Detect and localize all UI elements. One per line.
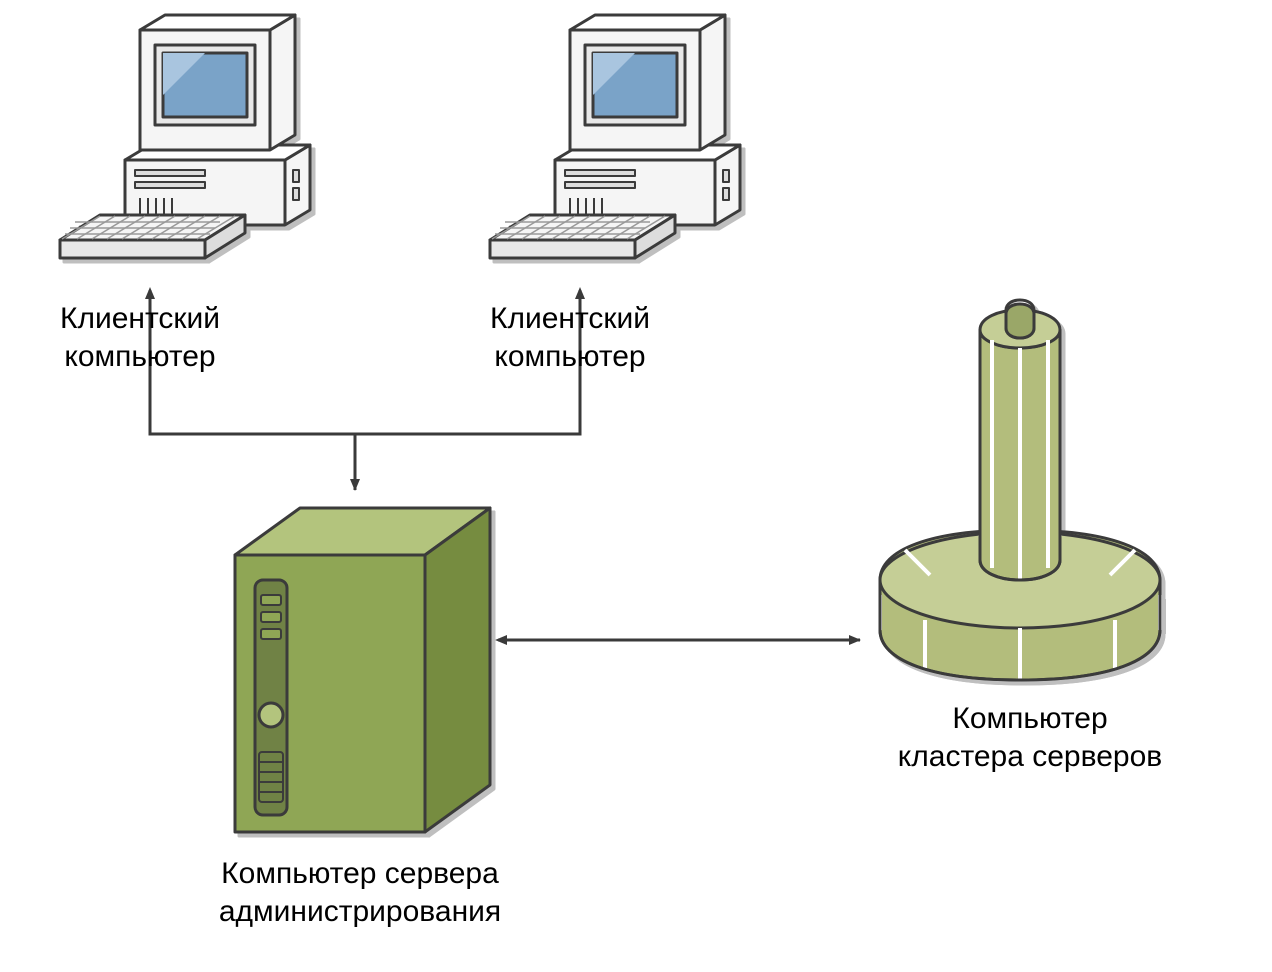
client-1-label-line2: компьютер [64, 340, 215, 373]
client-2-label-line2: компьютер [494, 340, 645, 373]
client-2-label-line1: Клиентский [490, 302, 650, 335]
client-2-label: Клиентский компьютер [450, 300, 690, 375]
network-diagram: Клиентский компьютер Клиентский компьюте… [0, 0, 1272, 972]
diagram-svg [0, 0, 1272, 972]
client-1-label-line1: Клиентский [60, 302, 220, 335]
admin-server-label-line2: администрирования [219, 895, 501, 928]
client-computer-2-icon [490, 15, 740, 258]
cluster-label-line1: Компьютер [952, 702, 1107, 735]
cluster-label: Компьютер кластера серверов [840, 700, 1220, 775]
client-1-label: Клиентский компьютер [20, 300, 260, 375]
admin-server-icon [235, 508, 490, 832]
admin-server-label-line1: Компьютер сервера [221, 857, 499, 890]
client-computer-1-icon [60, 15, 310, 258]
cluster-label-line2: кластера серверов [898, 740, 1162, 773]
cluster-server-icon [880, 300, 1160, 680]
admin-server-label: Компьютер сервера администрирования [130, 855, 590, 930]
